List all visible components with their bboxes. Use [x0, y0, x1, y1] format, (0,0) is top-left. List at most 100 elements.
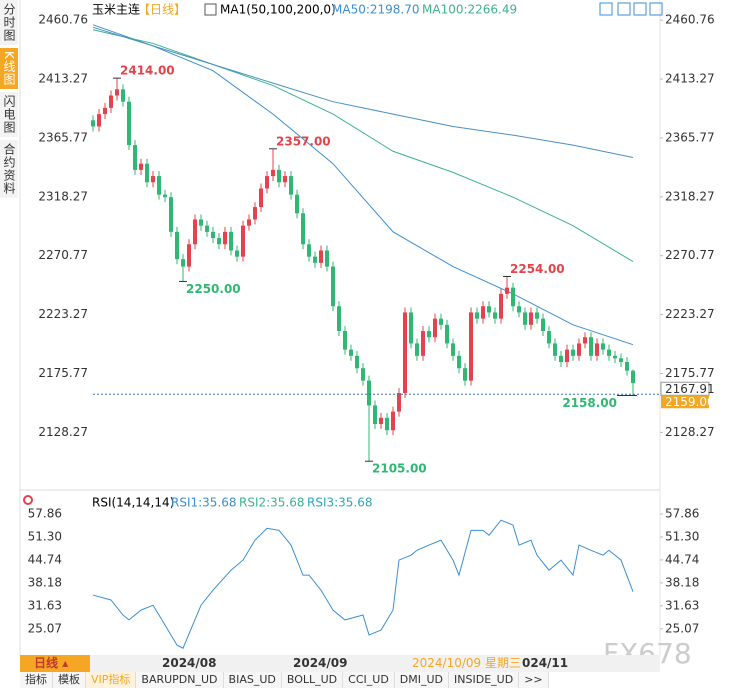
period-button[interactable]: 日线 ▴ — [20, 655, 90, 672]
candle-body — [247, 219, 251, 226]
y-tick-label: 25.07 — [665, 621, 699, 635]
legend-entry: RSI3:35.68 — [307, 496, 373, 510]
candle-body — [307, 244, 311, 257]
candle-body — [127, 101, 131, 146]
y-tick-label: 2365.77 — [38, 130, 88, 144]
candle-body — [487, 306, 491, 313]
y-tick-label: 51.30 — [665, 529, 699, 543]
y-tick-label: 2175.77 — [665, 366, 715, 380]
icon[interactable] — [649, 2, 663, 16]
settings-icon[interactable] — [23, 495, 33, 505]
legend-entry: MA50:2198.70 — [332, 3, 420, 17]
candle-body — [235, 250, 239, 257]
candle-body — [241, 225, 245, 257]
candle-body — [325, 250, 329, 267]
candle-body — [499, 293, 503, 319]
candle-body — [187, 244, 191, 267]
candle-body — [349, 349, 353, 356]
y-tick-label: 51.30 — [28, 529, 62, 543]
ma-line — [92, 29, 634, 263]
y-tick-label: 2318.27 — [665, 189, 715, 203]
candle-body — [301, 213, 305, 245]
toolbar-tab[interactable]: CCI_UD — [343, 672, 395, 688]
y-tick-label: 2223.27 — [665, 307, 715, 321]
extreme-label: 2254.00 — [510, 262, 565, 276]
candle-body — [613, 355, 617, 359]
rsi-line — [92, 519, 634, 649]
toolbar-tab[interactable]: 模板 — [53, 672, 86, 688]
y-tick-label: 31.63 — [665, 598, 699, 612]
candle-body — [199, 219, 203, 226]
toolbar-tab[interactable]: INSIDE_UD — [449, 672, 520, 688]
indicator-icon[interactable] — [204, 3, 217, 16]
candle-body — [211, 231, 215, 239]
candle-body — [451, 343, 455, 356]
extreme-label: 2414.00 — [120, 64, 175, 78]
candle-body — [601, 343, 605, 350]
toolbar-tab[interactable]: 指标 — [20, 672, 53, 688]
sidebar-tab[interactable]: 合约资料 — [0, 139, 18, 198]
candle-body — [145, 163, 149, 183]
candle-body — [217, 238, 221, 245]
candle-body — [517, 306, 521, 313]
y-tick-label: 57.86 — [665, 507, 699, 521]
candle-body — [355, 355, 359, 369]
sidebar-tab[interactable]: 分时图 — [0, 0, 18, 45]
chart-title: 玉米主连 — [92, 2, 140, 17]
x-tick-label: 024/11 — [522, 656, 569, 670]
y-tick-label: 2413.27 — [665, 72, 715, 86]
y-tick-label: 2270.77 — [665, 248, 715, 262]
candle-body — [289, 176, 293, 195]
candle-body — [229, 231, 233, 251]
icon[interactable] — [617, 2, 631, 16]
candle-body — [523, 312, 527, 325]
candle-body — [595, 343, 599, 356]
candle-body — [205, 225, 209, 232]
candle-body — [313, 256, 317, 263]
candle-body — [583, 337, 587, 344]
candle-body — [469, 312, 473, 381]
candle-body — [109, 95, 113, 108]
toolbar-tab[interactable]: >> — [519, 672, 549, 688]
candle-body — [529, 312, 533, 325]
candle-body — [193, 219, 197, 245]
sidebar-tab[interactable]: K线图 — [0, 48, 18, 89]
y-tick-label: 44.74 — [665, 552, 699, 566]
toolbar-tab[interactable]: BIAS_UD — [223, 672, 282, 688]
y-tick-label: 25.07 — [28, 621, 62, 635]
ma-line — [92, 24, 634, 346]
period-text: 日线 — [34, 656, 59, 670]
candle-body — [343, 331, 347, 350]
candle-body — [271, 169, 275, 177]
candle-body — [157, 176, 161, 195]
period-label: 【日线】 — [138, 3, 186, 17]
candle-body — [385, 417, 389, 431]
y-tick-label: 2460.76 — [38, 13, 88, 27]
candle-body — [427, 331, 431, 338]
candle-body — [505, 287, 509, 294]
toolbar-tab[interactable]: BARUPDN_UD — [136, 672, 224, 688]
sidebar: 分时图 K线图闪电图合约资料 — [0, 0, 18, 201]
icon[interactable] — [599, 2, 613, 16]
toolbar-tab[interactable]: BOLL_UD — [281, 672, 344, 688]
candle-body — [295, 194, 299, 214]
candle-body — [577, 343, 581, 356]
legend-entry: RSI1:35.68 — [171, 496, 237, 510]
candle-body — [163, 194, 167, 198]
toolbar-tab[interactable]: VIP指标 — [86, 672, 137, 688]
candle-body — [463, 368, 467, 381]
y-tick-label: 2460.76 — [665, 13, 715, 27]
x-tick-label: 2024/09 — [293, 656, 348, 670]
candle-body — [409, 312, 413, 344]
candle-body — [121, 89, 125, 102]
sidebar-tab[interactable]: 闪电图 — [0, 91, 18, 137]
candle-body — [439, 318, 443, 325]
candle-body — [433, 318, 437, 338]
indicator-label: MA1(50,100,200,0) — [220, 3, 336, 17]
toolbar-tab[interactable]: DMI_UD — [394, 672, 450, 688]
icon[interactable] — [633, 2, 647, 16]
candle-body — [571, 349, 575, 356]
ref-price-box — [661, 395, 709, 409]
candle-body — [331, 266, 335, 307]
